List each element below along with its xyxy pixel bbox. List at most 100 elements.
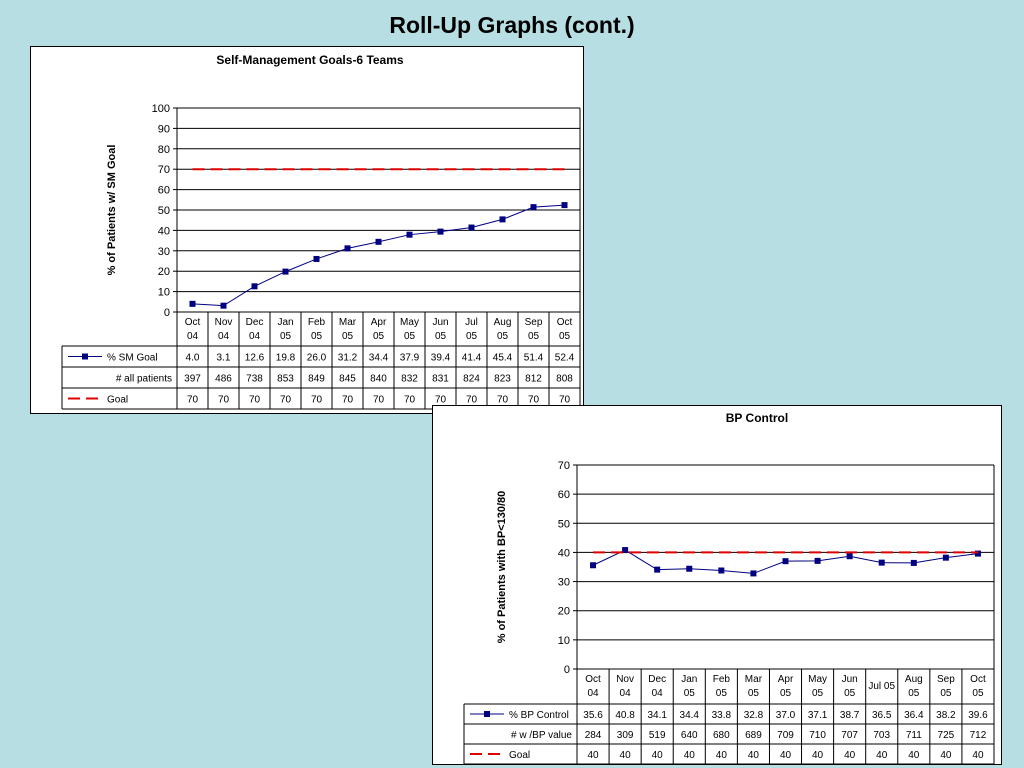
table-cell: 519 [649, 730, 666, 741]
data-point [878, 559, 885, 566]
table-cell: 19.8 [276, 353, 296, 364]
table-cell: 840 [370, 374, 387, 385]
table-cell: 70 [249, 395, 261, 406]
table-cell: 70 [497, 395, 509, 406]
x-tick-label: 05 [559, 331, 571, 342]
table-cell: 35.6 [583, 710, 603, 721]
table-cell: 707 [841, 730, 858, 741]
x-tick-label: 05 [466, 331, 478, 342]
x-tick-label: May [808, 674, 827, 685]
table-cell: 823 [494, 374, 511, 385]
table-cell: 39.6 [968, 710, 988, 721]
table-cell: 40.8 [615, 710, 635, 721]
table-cell: 70 [528, 395, 540, 406]
table-cell: 831 [432, 374, 449, 385]
x-tick-label: Feb [308, 317, 326, 328]
x-tick-label: Nov [616, 674, 634, 685]
x-tick-label: May [400, 317, 419, 328]
x-tick-label: 05 [342, 331, 354, 342]
y-tick-label: 100 [152, 103, 170, 115]
data-point [750, 570, 757, 577]
y-tick-label: 40 [158, 225, 170, 237]
data-point [686, 565, 693, 572]
table-row-label: % BP Control [509, 710, 569, 721]
table-row-label: # all patients [116, 374, 172, 385]
y-tick-label: 60 [558, 489, 570, 501]
x-tick-label: Mar [745, 674, 763, 685]
table-cell: 38.7 [840, 710, 860, 721]
table-cell: 40 [908, 750, 920, 761]
x-tick-label: Jul 05 [868, 681, 895, 692]
table-cell: 40 [940, 750, 952, 761]
table-cell: 40 [812, 750, 824, 761]
legend-key-marker [82, 353, 88, 360]
x-tick-label: 05 [435, 331, 447, 342]
table-cell: 34.4 [369, 353, 389, 364]
table-cell: 70 [218, 395, 230, 406]
table-cell: 3.1 [217, 353, 231, 364]
x-tick-label: 05 [748, 688, 760, 699]
data-point [654, 566, 661, 573]
x-tick-label: 05 [780, 688, 792, 699]
x-tick-label: 05 [716, 688, 728, 699]
y-tick-label: 90 [158, 123, 170, 135]
table-cell: 45.4 [493, 353, 513, 364]
x-tick-label: 05 [684, 688, 696, 699]
table-cell: 709 [777, 730, 794, 741]
y-tick-label: 30 [158, 246, 170, 258]
table-cell: 40 [652, 750, 664, 761]
data-point [189, 300, 196, 307]
data-point [344, 245, 351, 252]
table-cell: 710 [809, 730, 826, 741]
data-point [468, 224, 475, 231]
x-tick-label: 05 [497, 331, 509, 342]
data-point [499, 216, 506, 223]
slide-title: Roll-Up Graphs (cont.) [389, 12, 635, 38]
table-cell: 40 [748, 750, 760, 761]
table-cell: 26.0 [307, 353, 327, 364]
table-cell: 703 [873, 730, 890, 741]
x-tick-label: Oct [185, 317, 201, 328]
table-cell: 284 [585, 730, 602, 741]
legend-key-marker [484, 711, 490, 717]
table-cell: 486 [215, 374, 232, 385]
table-cell: 40 [844, 750, 856, 761]
table-row-label: # w /BP value [511, 730, 572, 741]
table-cell: 309 [617, 730, 634, 741]
y-tick-label: 50 [558, 518, 570, 530]
x-tick-label: Dec [648, 674, 666, 685]
x-tick-label: 05 [404, 331, 416, 342]
data-point [220, 302, 227, 309]
y-tick-label: 70 [558, 460, 570, 472]
data-point [590, 562, 597, 569]
x-tick-label: Apr [371, 317, 387, 328]
x-tick-label: 04 [620, 688, 632, 699]
table-cell: 70 [559, 395, 571, 406]
y-tick-label: 50 [158, 205, 170, 217]
table-cell: 812 [525, 374, 542, 385]
x-tick-label: Sep [937, 674, 955, 685]
table-cell: 70 [435, 395, 447, 406]
x-tick-label: 05 [311, 331, 323, 342]
data-point [718, 567, 725, 574]
table-cell: 37.1 [808, 710, 828, 721]
table-cell: 33.8 [712, 710, 732, 721]
y-axis-label: % of Patients w/ SM Goal [106, 145, 118, 276]
table-cell: 640 [681, 730, 698, 741]
table-cell: 70 [187, 395, 199, 406]
y-tick-label: 0 [164, 307, 170, 319]
data-point [910, 559, 917, 566]
table-cell: 397 [184, 374, 201, 385]
table-cell: 680 [713, 730, 730, 741]
data-point [313, 255, 320, 262]
table-cell: 4.0 [186, 353, 200, 364]
y-tick-label: 60 [158, 185, 170, 197]
x-tick-label: Oct [585, 674, 601, 685]
table-cell: 845 [339, 374, 356, 385]
table-cell: 808 [556, 374, 573, 385]
chart-title: Self-Management Goals-6 Teams [216, 53, 403, 67]
x-tick-label: Jan [277, 317, 293, 328]
x-tick-label: 04 [249, 331, 261, 342]
table-cell: 70 [373, 395, 385, 406]
table-cell: 36.5 [872, 710, 892, 721]
